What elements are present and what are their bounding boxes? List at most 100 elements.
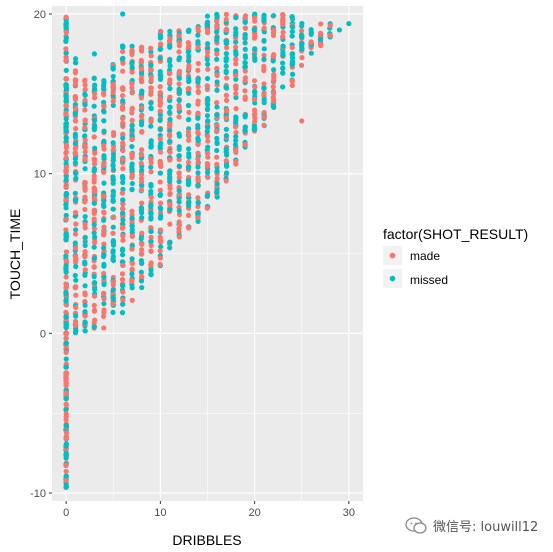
point-missed: [167, 178, 173, 185]
point-missed: [317, 36, 324, 42]
point-missed: [63, 237, 69, 243]
point-missed: [185, 102, 192, 109]
point-made: [195, 156, 201, 162]
point-made: [72, 209, 79, 216]
point-missed: [63, 125, 69, 131]
point-made: [223, 158, 229, 164]
point-missed: [308, 27, 314, 33]
point-missed: [101, 118, 107, 124]
point-made: [139, 200, 145, 206]
point-made: [261, 25, 267, 31]
x-tick-label: 30: [343, 507, 355, 519]
point-missed: [63, 135, 69, 142]
point-missed: [176, 75, 182, 81]
point-made: [308, 40, 314, 46]
point-made: [129, 260, 135, 267]
point-missed: [261, 85, 267, 91]
point-made: [327, 32, 333, 38]
point-made: [157, 248, 163, 254]
point-made: [101, 296, 107, 302]
point-missed: [280, 65, 286, 71]
point-missed: [176, 146, 182, 153]
point-missed: [72, 140, 79, 146]
point-made: [120, 233, 126, 239]
point-missed: [233, 15, 239, 21]
point-made: [176, 226, 182, 232]
point-made: [91, 179, 97, 185]
point-missed: [73, 263, 79, 270]
point-missed: [63, 340, 69, 346]
point-made: [214, 154, 220, 160]
watermark-text: 微信号: louwill12: [433, 520, 539, 535]
point-made: [195, 195, 201, 201]
point-missed: [72, 330, 79, 336]
point-missed: [129, 180, 135, 187]
point-made: [63, 184, 69, 190]
point-made: [148, 234, 154, 240]
point-made: [251, 107, 258, 113]
point-missed: [63, 231, 69, 237]
point-made: [148, 45, 154, 51]
point-missed: [205, 102, 211, 108]
point-missed: [223, 63, 229, 69]
point-made: [214, 161, 220, 167]
point-missed: [91, 244, 97, 250]
point-missed: [63, 364, 69, 370]
point-missed: [129, 256, 135, 262]
point-made: [204, 150, 211, 156]
point-made: [157, 108, 163, 114]
point-made: [120, 289, 126, 295]
point-missed: [167, 138, 173, 144]
point-missed: [157, 76, 164, 82]
point-missed: [91, 103, 97, 109]
legend: factor(SHOT_RESULT) made missed: [383, 226, 528, 288]
point-made: [185, 192, 192, 198]
point-missed: [91, 123, 98, 129]
point-missed: [242, 46, 248, 52]
point-made: [176, 105, 182, 111]
point-missed: [110, 73, 116, 80]
point-missed: [242, 40, 248, 46]
point-made: [119, 206, 126, 212]
point-made: [224, 75, 230, 81]
point-made: [261, 81, 267, 87]
point-made: [270, 84, 276, 90]
point-missed: [176, 90, 183, 96]
point-made: [214, 175, 220, 181]
point-missed: [233, 39, 239, 45]
point-made: [129, 51, 135, 58]
point-made: [120, 120, 126, 126]
point-made: [195, 26, 201, 32]
point-missed: [223, 85, 229, 91]
point-missed: [289, 55, 296, 61]
point-made: [129, 297, 135, 303]
point-made: [223, 16, 229, 23]
point-made: [271, 72, 277, 78]
point-made: [157, 255, 164, 261]
point-missed: [138, 269, 144, 275]
point-made: [280, 11, 286, 18]
point-made: [101, 290, 107, 297]
point-made: [186, 109, 192, 115]
point-missed: [223, 55, 230, 61]
point-missed: [72, 240, 78, 246]
watermark: 微信号: louwill12: [405, 516, 538, 535]
point-made: [120, 224, 126, 230]
point-made: [214, 51, 220, 57]
point-made: [138, 48, 145, 54]
point-made: [82, 183, 88, 189]
point-made: [101, 325, 107, 331]
point-missed: [233, 26, 239, 32]
point-missed: [233, 30, 239, 36]
point-made: [157, 187, 163, 193]
point-missed: [110, 140, 116, 146]
point-made: [289, 44, 295, 51]
point-missed: [91, 230, 97, 236]
point-made: [91, 91, 98, 97]
point-missed: [157, 117, 163, 124]
point-missed: [72, 56, 79, 62]
point-missed: [280, 60, 286, 66]
point-missed: [73, 277, 79, 283]
point-missed: [167, 28, 173, 34]
